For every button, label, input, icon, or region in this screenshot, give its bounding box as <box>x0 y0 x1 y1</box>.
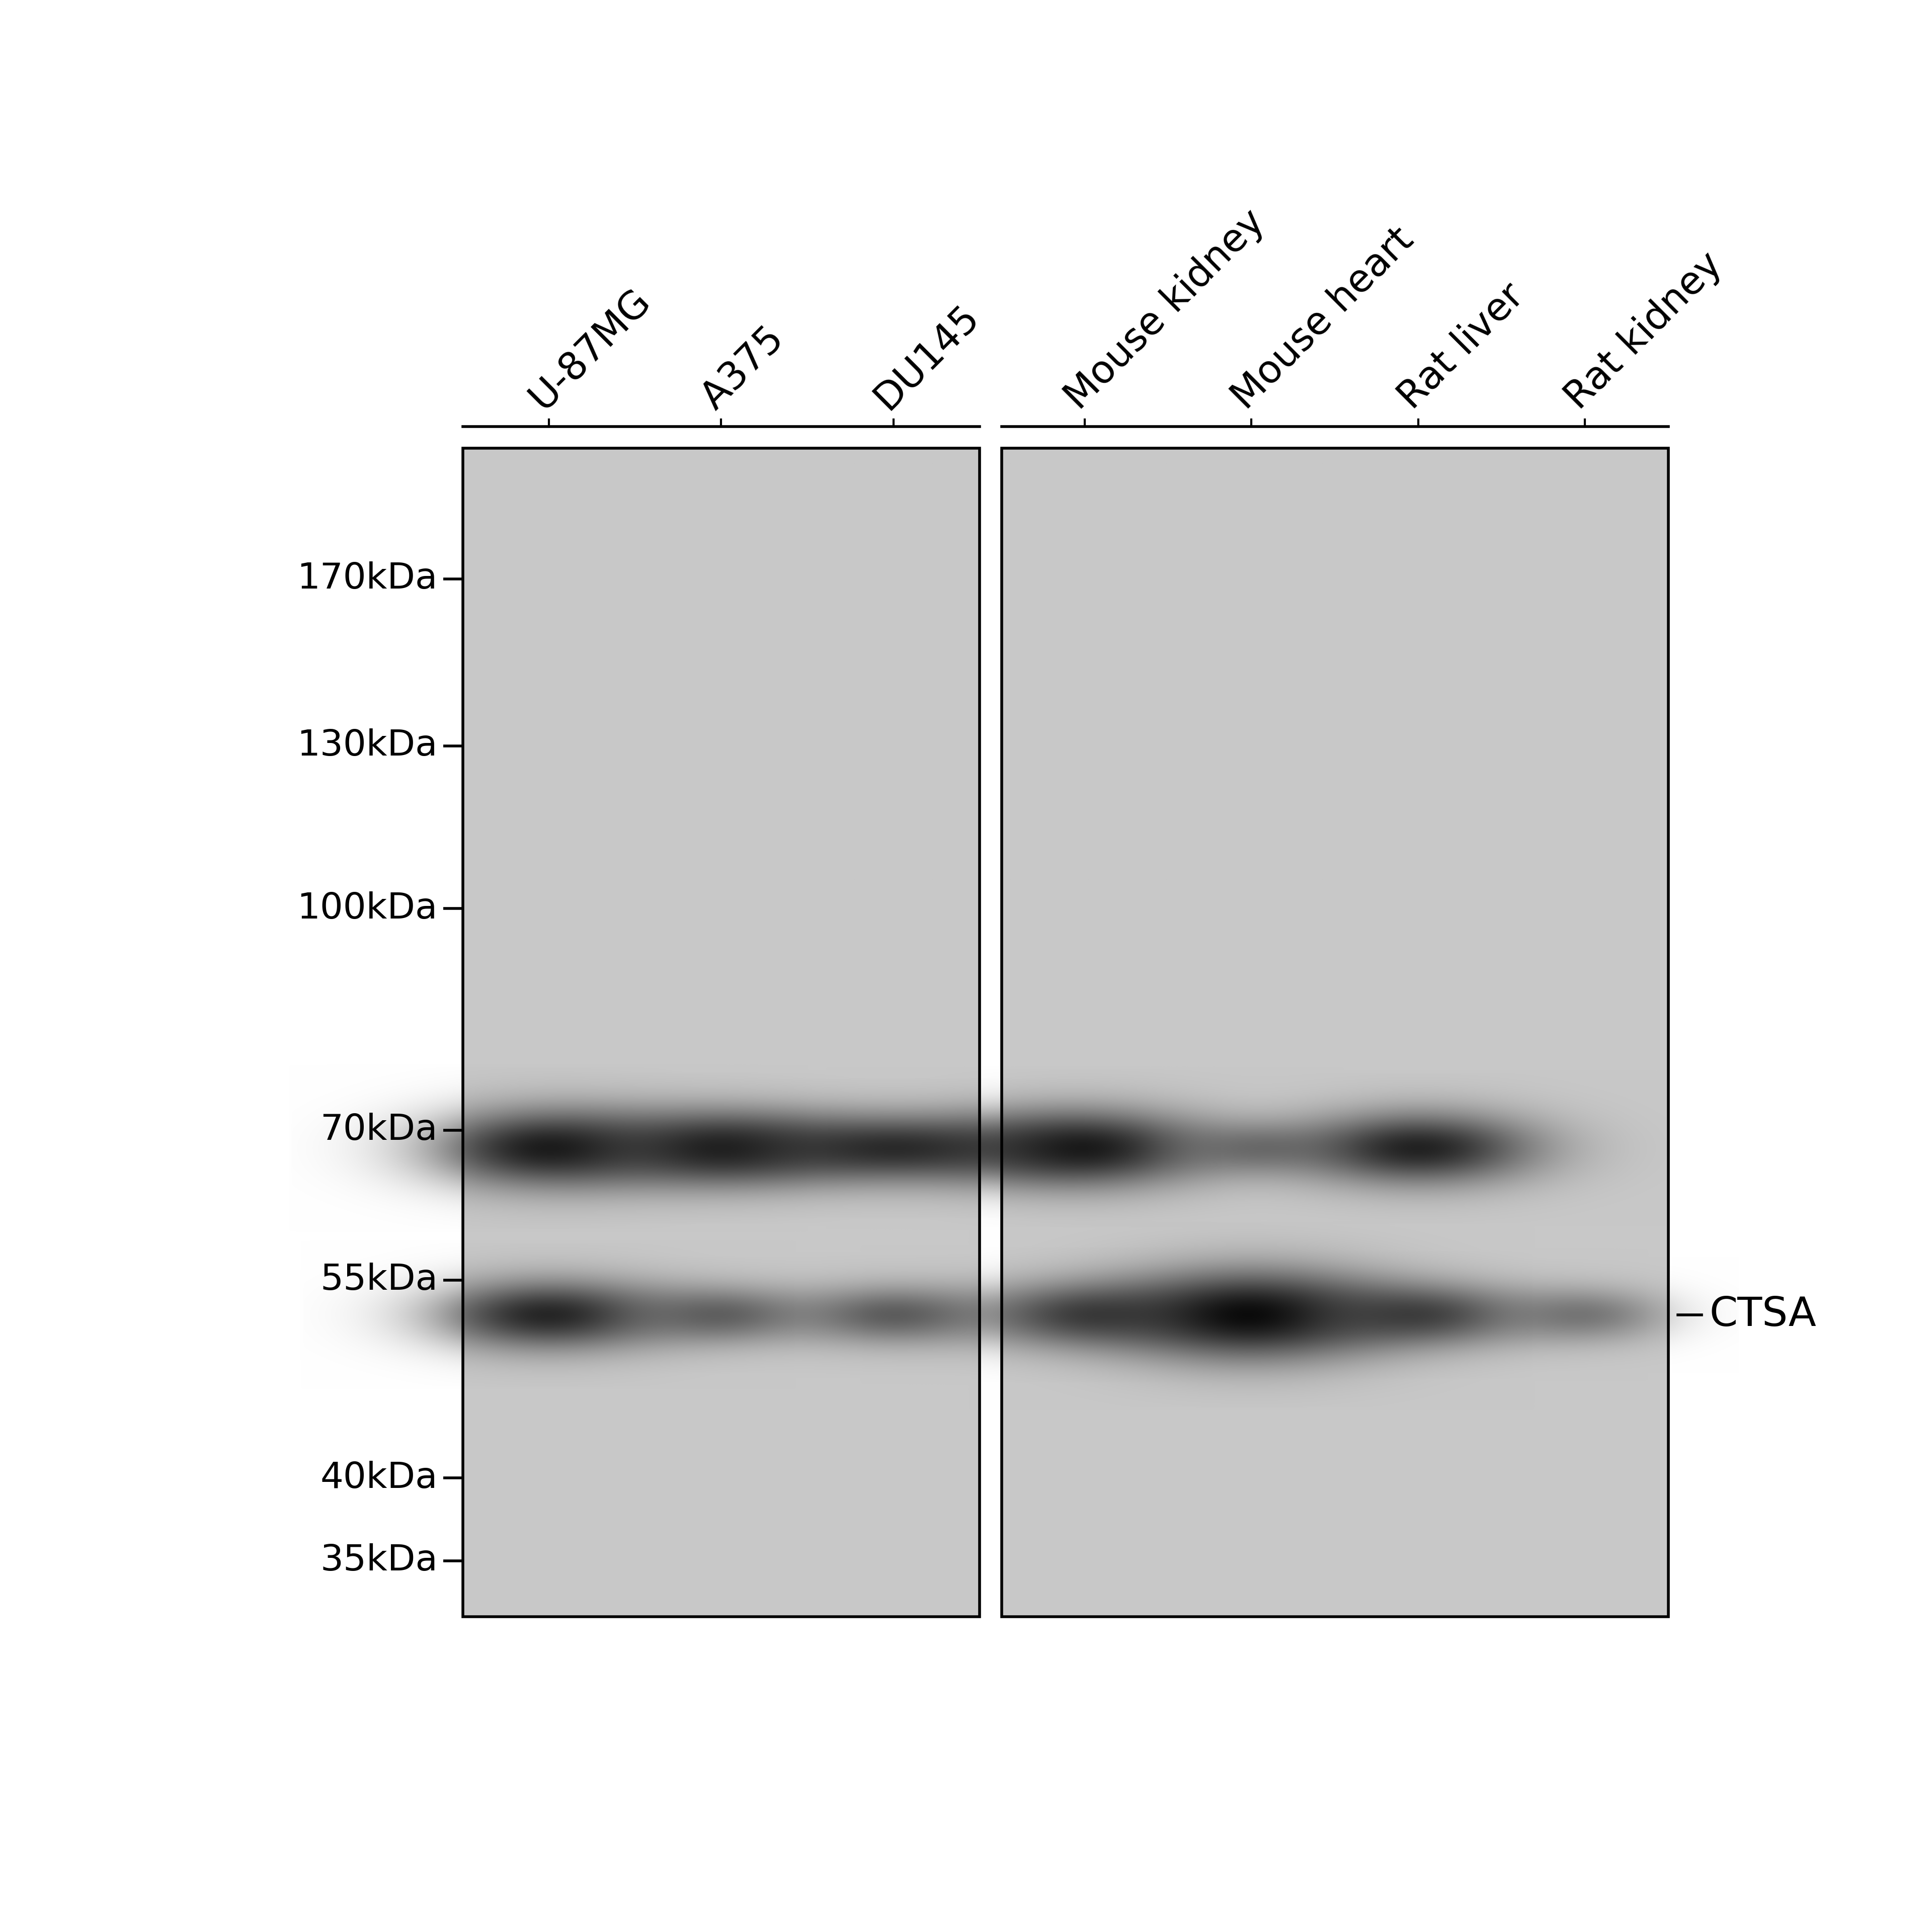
Bar <box>464 448 980 1617</box>
Text: 35kDa: 35kDa <box>321 1544 439 1579</box>
Text: Rat kidney: Rat kidney <box>1559 245 1729 418</box>
Text: 70kDa: 70kDa <box>321 1113 439 1148</box>
Text: U-87MG: U-87MG <box>522 282 657 418</box>
Text: Mouse heart: Mouse heart <box>1225 220 1420 418</box>
Text: Rat liver: Rat liver <box>1391 278 1532 418</box>
Text: CTSA: CTSA <box>1710 1295 1816 1334</box>
Text: Mouse kidney: Mouse kidney <box>1059 203 1273 418</box>
Text: DU145: DU145 <box>867 299 985 418</box>
Text: 55kDa: 55kDa <box>321 1263 439 1297</box>
Text: 170kDa: 170kDa <box>298 561 439 596</box>
Text: A375: A375 <box>696 320 792 418</box>
Text: 40kDa: 40kDa <box>321 1460 439 1494</box>
Text: 130kDa: 130kDa <box>298 728 439 763</box>
Text: 100kDa: 100kDa <box>298 891 439 925</box>
Bar <box>1003 448 1667 1617</box>
